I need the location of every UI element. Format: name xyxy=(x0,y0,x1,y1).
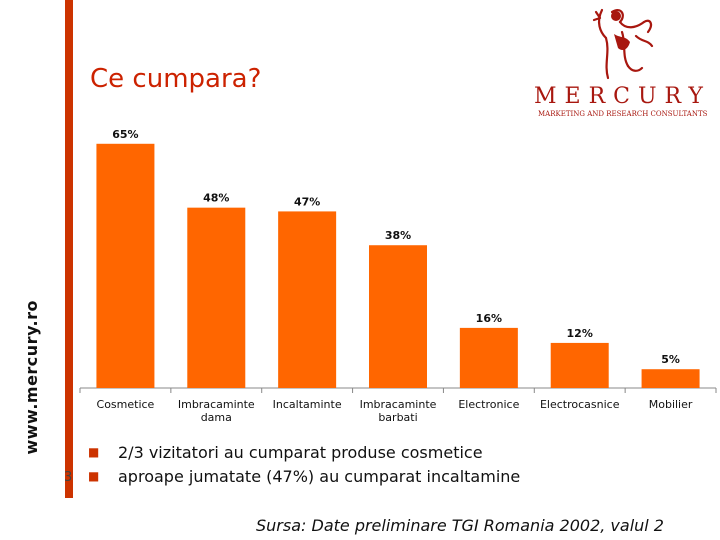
category-label: Incaltaminte xyxy=(273,398,342,411)
side-accent-bar xyxy=(65,0,73,498)
bar-chart: 65% 48% 47% 38% 16% 12% 5% Cosmetice Imbracamin… xyxy=(79,128,717,424)
bullet-list: ■ 2/3 vizitatori au cumparat produse cos… xyxy=(88,440,520,488)
bar-imbracaminte-barbati xyxy=(369,245,427,388)
data-label: 12% xyxy=(567,327,593,340)
logo-tagline: MARKETING AND RESEARCH CONSULTANTS xyxy=(538,110,708,118)
bar-mobilier xyxy=(641,369,700,388)
bar-cosmetice xyxy=(96,143,155,388)
bar-incaltaminte xyxy=(278,211,337,388)
data-label: 47% xyxy=(294,195,320,208)
source-note: Sursa: Date preliminare TGI Romania 2002… xyxy=(256,516,664,535)
bar-electronice xyxy=(459,327,518,388)
category-label: Imbracaminte xyxy=(178,398,255,411)
data-label: 48% xyxy=(203,192,229,205)
bullet-item: ■ 2/3 vizitatori au cumparat produse cos… xyxy=(88,440,520,464)
page-title: Ce cumpara? xyxy=(90,64,262,94)
bullet-text: 2/3 vizitatori au cumparat produse cosme… xyxy=(118,442,483,462)
category-label: dama xyxy=(201,411,232,424)
bullet-text: aproape jumatate (47%) au cumparat incal… xyxy=(118,466,521,486)
category-label: Cosmetice xyxy=(97,398,155,411)
category-label: Mobilier xyxy=(649,398,693,411)
data-label: 5% xyxy=(661,353,680,366)
category-label: Imbracaminte xyxy=(360,398,437,411)
category-label: Electronice xyxy=(458,398,519,411)
page-number: 3 xyxy=(64,470,73,485)
bullet-icon: ■ xyxy=(88,445,100,459)
data-label: 16% xyxy=(476,312,502,325)
data-label: 38% xyxy=(385,229,411,242)
logo-name: MERCURY xyxy=(534,84,711,109)
mercury-logo: MERCURY MARKETING AND RESEARCH CONSULTAN… xyxy=(530,0,720,120)
bullet-item: ■ aproape jumatate (47%) au cumparat inc… xyxy=(88,464,520,488)
mercury-figure-icon xyxy=(592,8,654,80)
bar-imbracaminte-dama xyxy=(187,207,246,388)
bar-electrocasnice xyxy=(550,342,609,388)
bullet-icon: ■ xyxy=(88,469,100,483)
category-label: barbati xyxy=(378,411,417,424)
data-label: 65% xyxy=(112,128,138,141)
category-label: Electrocasnice xyxy=(540,398,620,411)
